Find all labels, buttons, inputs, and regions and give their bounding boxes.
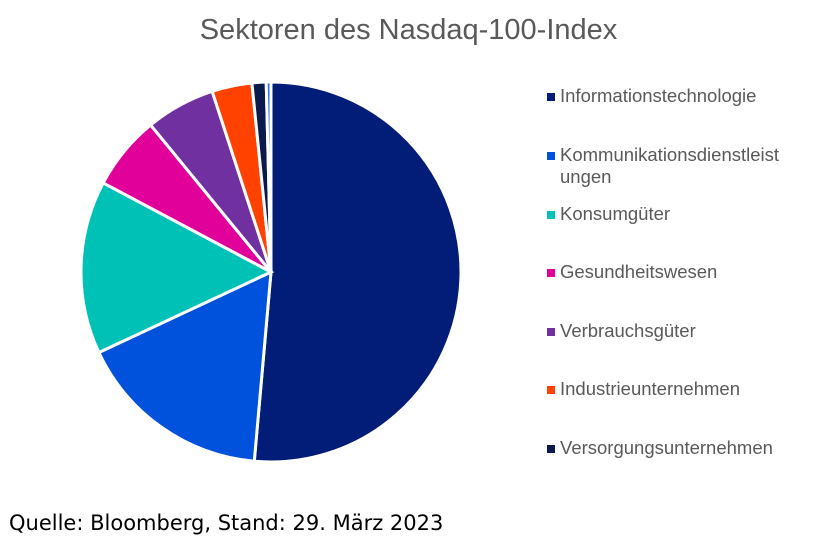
legend-label: Gesundheitswesen — [560, 261, 718, 282]
legend-label: Informationstechnologie — [560, 85, 757, 106]
chart-title: Sektoren des Nasdaq-100-Index — [199, 14, 618, 46]
legend-swatch — [547, 269, 555, 277]
legend-swatch — [547, 152, 555, 160]
legend-label: Kommunikationsdienstleist ungen — [560, 144, 780, 187]
legend-item: Kommunikationsdienstleist ungen — [547, 144, 807, 188]
legend-item: Informationstechnologie — [547, 85, 807, 107]
legend-swatch — [547, 328, 555, 336]
legend-swatch — [547, 386, 555, 394]
source-note: Quelle: Bloomberg, Stand: 29. März 2023 — [9, 511, 444, 535]
pie-slice-3 — [79, 180, 275, 355]
legend-label: Industrieunternehmen — [560, 378, 740, 399]
legend-item: Versorgungsunternehmen — [547, 437, 807, 459]
legend-swatch — [547, 445, 555, 453]
pie-slice-8 — [264, 80, 273, 273]
legend-swatch — [547, 93, 555, 101]
legend-item: Industrieunternehmen — [547, 378, 807, 400]
pie-slice-1 — [252, 80, 463, 464]
legend-swatch — [547, 211, 555, 219]
pie-slice-2 — [96, 269, 273, 463]
legend-item: Gesundheitswesen — [547, 261, 807, 283]
legend-label: Versorgungsunternehmen — [560, 437, 773, 458]
legend-label: Konsumgüter — [560, 203, 671, 224]
legend-item: Verbrauchsgüter — [547, 320, 807, 342]
legend-item: Konsumgüter — [547, 203, 807, 225]
legend-label: Verbrauchsgüter — [560, 320, 696, 341]
